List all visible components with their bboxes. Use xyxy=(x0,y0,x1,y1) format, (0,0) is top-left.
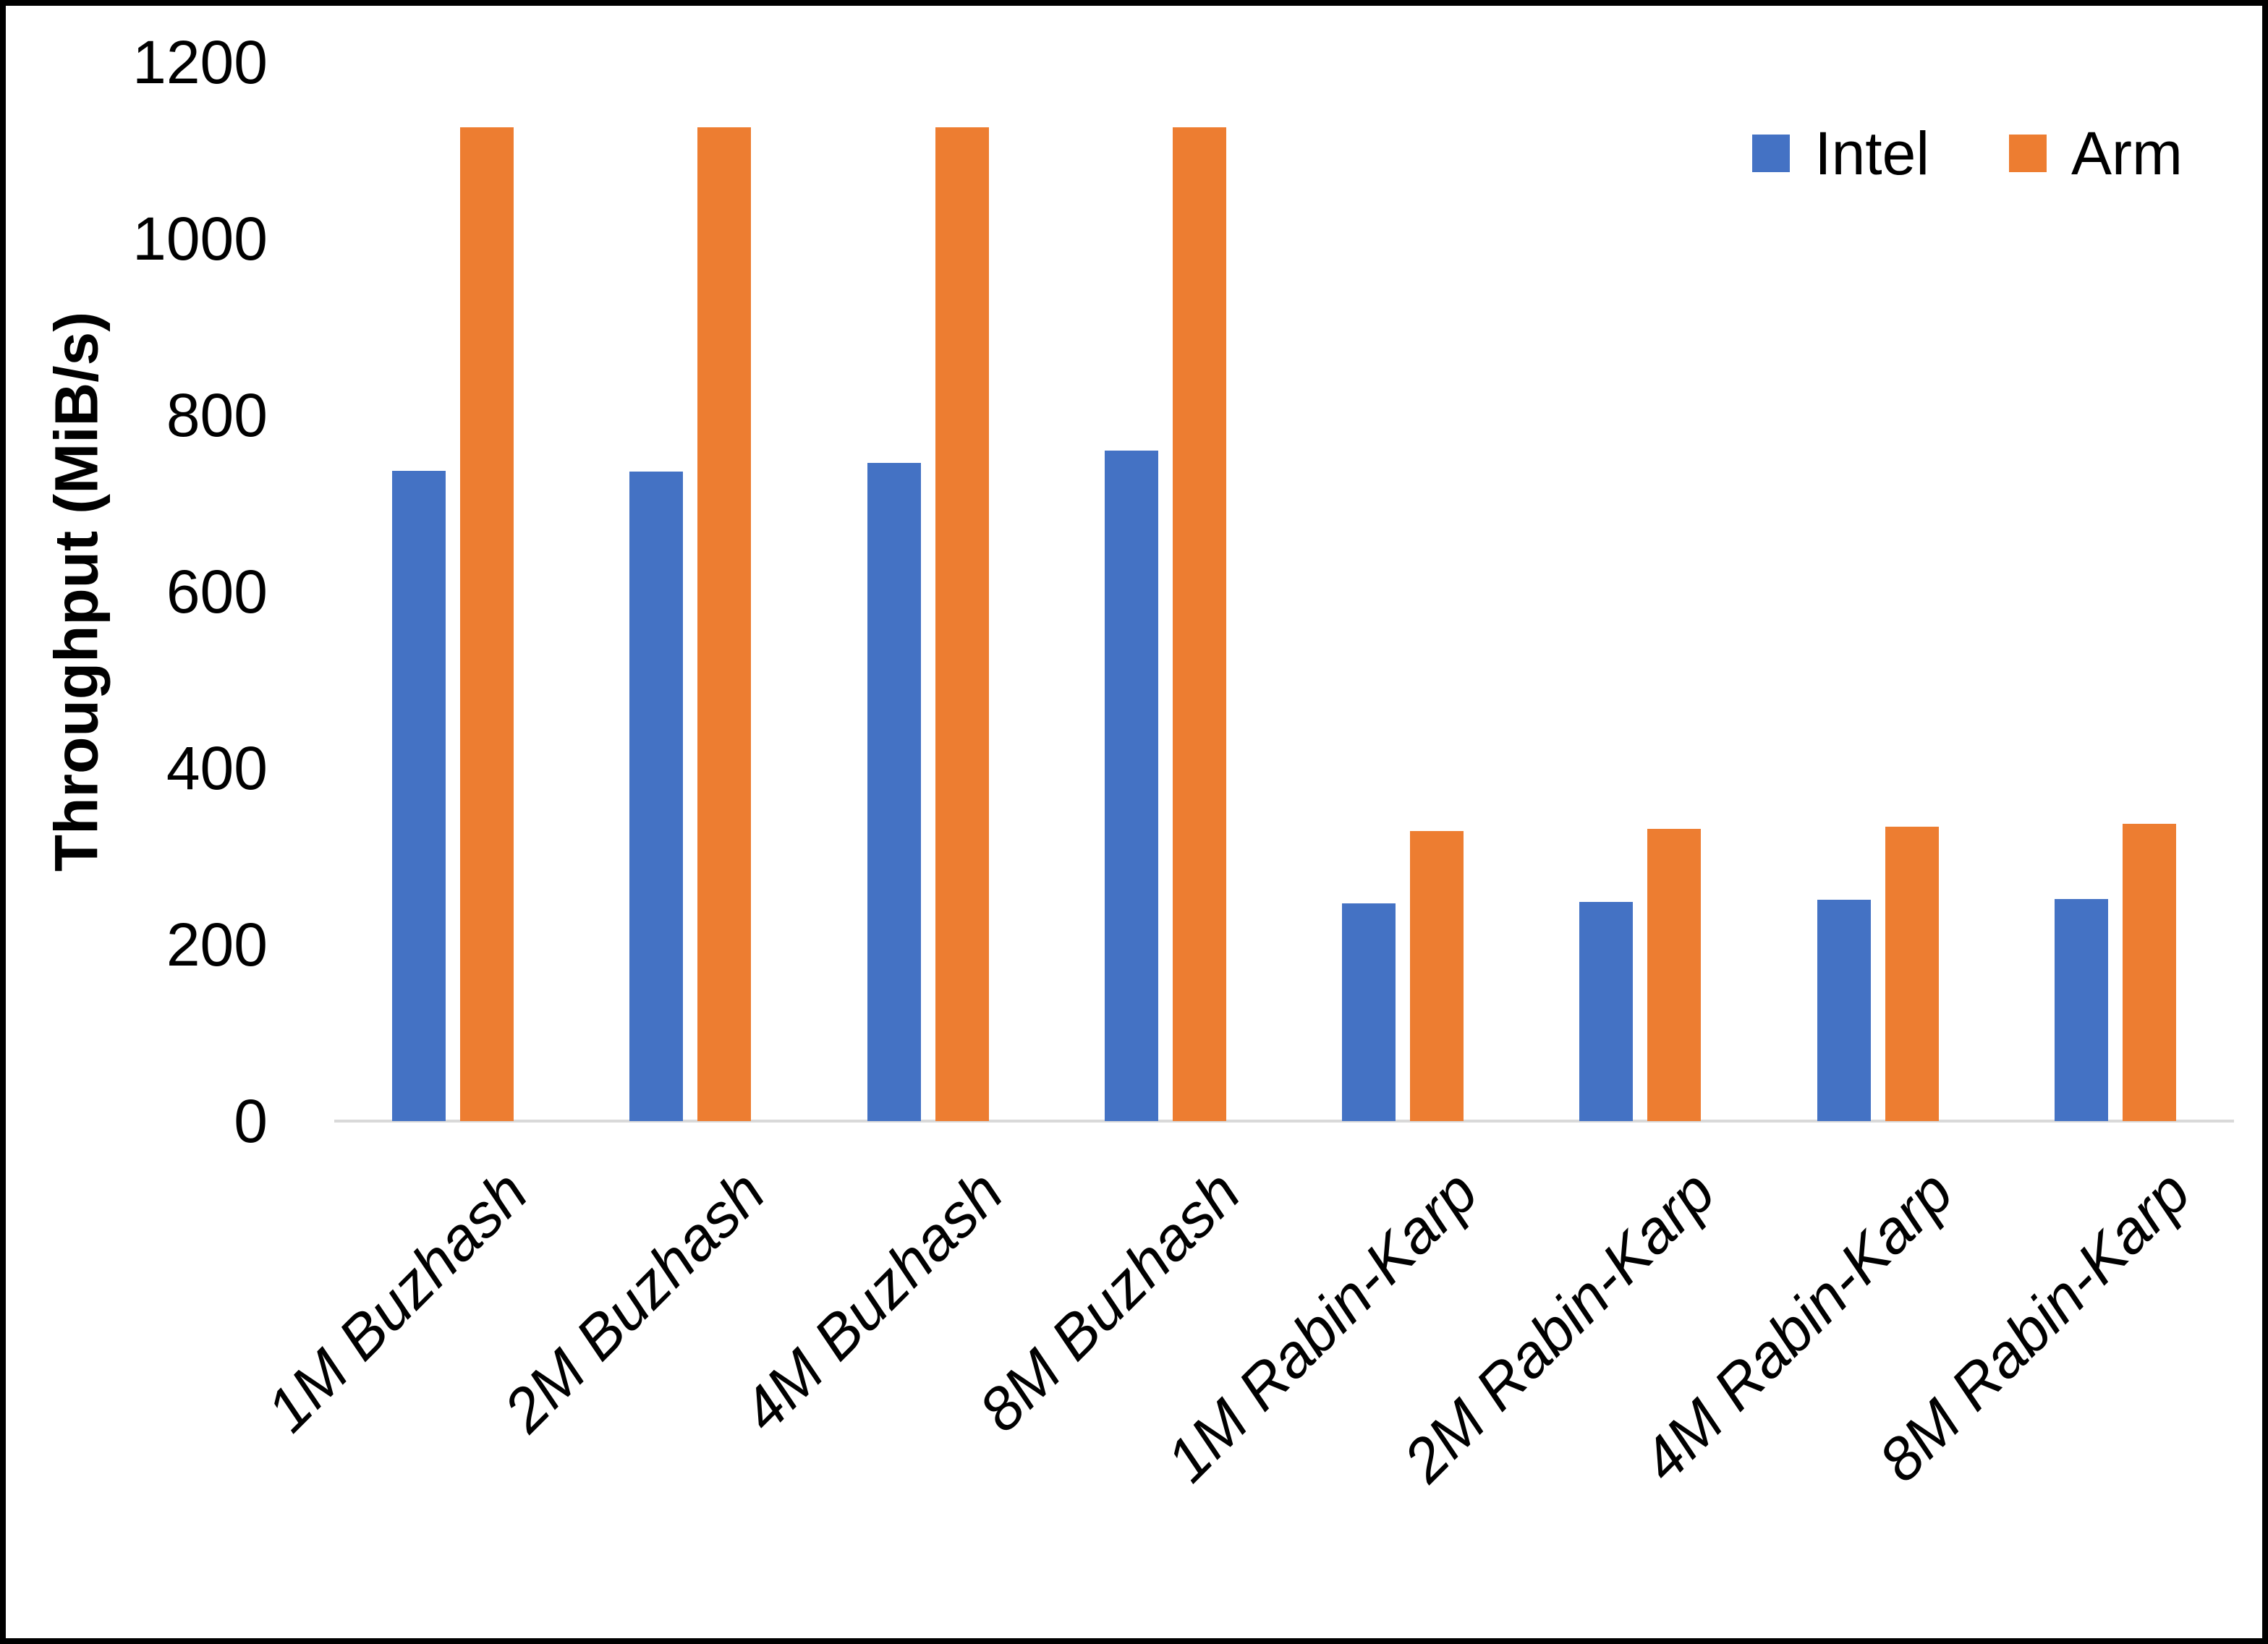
bar-intel-3 xyxy=(867,462,921,1121)
legend-label: Arm xyxy=(2071,119,2183,187)
y-tick-label: 400 xyxy=(166,734,268,802)
y-tick-label: 600 xyxy=(166,558,268,626)
y-tick-label: 200 xyxy=(166,911,268,979)
y-tick-label: 0 xyxy=(234,1087,268,1155)
y-tick-label: 1200 xyxy=(132,28,268,96)
bar-intel-5 xyxy=(1342,903,1396,1121)
bar-arm-5 xyxy=(1410,830,1464,1121)
y-tick-label: 1000 xyxy=(132,205,268,273)
bar-arm-7 xyxy=(1885,826,1939,1121)
legend-swatch-intel xyxy=(1752,135,1791,172)
x-axis-line xyxy=(334,1120,2234,1123)
legend-item-intel: Intel xyxy=(1752,123,1929,184)
legend-swatch-arm xyxy=(2009,135,2047,172)
bar-arm-8 xyxy=(2122,823,2176,1121)
bar-arm-1 xyxy=(460,127,514,1121)
legend-item-arm: Arm xyxy=(2009,123,2183,184)
bar-intel-4 xyxy=(1104,450,1158,1121)
bar-arm-2 xyxy=(697,127,752,1121)
y-tick-label: 800 xyxy=(166,381,268,449)
bar-intel-1 xyxy=(392,470,446,1121)
bar-intel-2 xyxy=(629,472,684,1121)
bar-intel-8 xyxy=(2054,898,2108,1121)
bar-intel-7 xyxy=(1817,899,1871,1121)
bar-arm-3 xyxy=(935,127,989,1121)
legend-label: Intel xyxy=(1814,119,1930,187)
legend: Intel Arm xyxy=(1752,123,2183,184)
bar-intel-6 xyxy=(1579,902,1634,1121)
bar-arm-4 xyxy=(1172,127,1226,1121)
bar-arm-6 xyxy=(1647,829,1702,1121)
